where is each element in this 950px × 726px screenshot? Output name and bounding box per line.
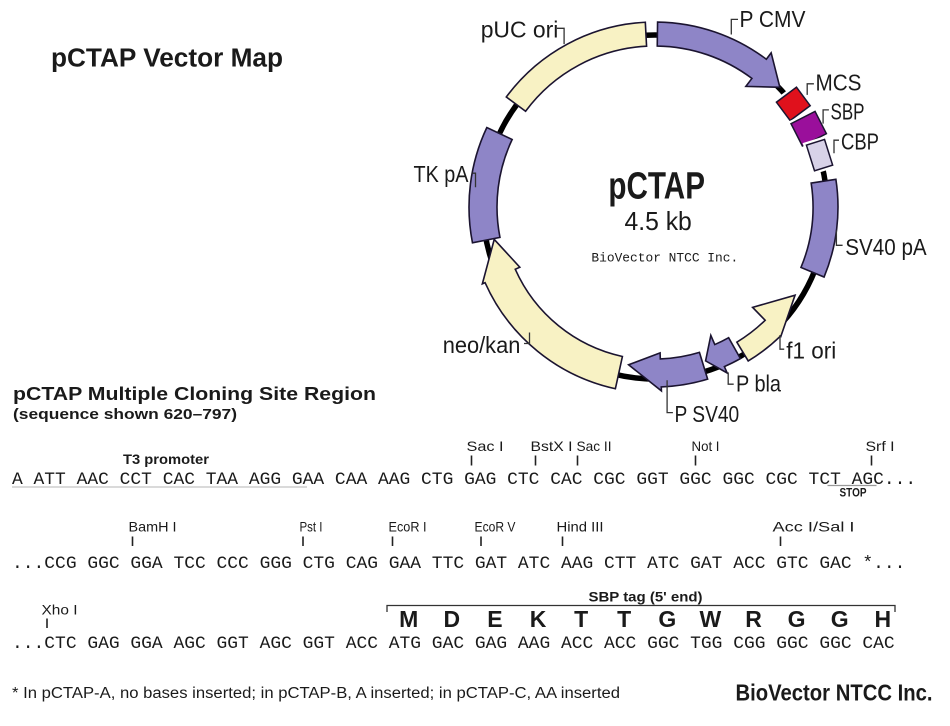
svg-text:MCS: MCS: [816, 69, 862, 95]
svg-text:Hind III: Hind III: [557, 519, 604, 535]
svg-text:G: G: [658, 606, 676, 632]
svg-text:4.5 kb: 4.5 kb: [625, 206, 692, 236]
svg-text:...CTC GAG GGA AGC GGT AGC GGT: ...CTC GAG GGA AGC GGT AGC GGT ACC ATG G…: [12, 634, 895, 654]
svg-text:Sac I: Sac I: [467, 438, 504, 454]
svg-text:SBP tag (5ʹ end): SBP tag (5ʹ end): [589, 590, 703, 605]
svg-text:SBP: SBP: [831, 98, 865, 124]
svg-text:pCTAP: pCTAP: [608, 166, 705, 208]
svg-text:G: G: [788, 606, 806, 632]
svg-text:CBP: CBP: [841, 129, 879, 155]
svg-text:Xho I: Xho I: [42, 602, 78, 618]
svg-text:M: M: [399, 606, 418, 632]
svg-text:P SV40: P SV40: [675, 401, 740, 427]
svg-text:* In pCTAP-A, no bases inserte: * In pCTAP-A, no bases inserted; in pCTA…: [12, 685, 620, 702]
svg-text:P bla: P bla: [736, 371, 781, 397]
svg-text:pCTAP Multiple Cloning Site Re: pCTAP Multiple Cloning Site Region: [13, 384, 376, 404]
svg-text:...CCG GGC GGA TCC CCC GGG CTG: ...CCG GGC GGA TCC CCC GGG CTG CAG GAA T…: [12, 554, 905, 574]
svg-text:Srf I: Srf I: [866, 438, 895, 454]
svg-text:BioVector NTCC Inc.: BioVector NTCC Inc.: [591, 251, 738, 266]
svg-text:K: K: [530, 606, 547, 632]
svg-text:pUC ori: pUC ori: [481, 17, 559, 43]
svg-text:neo/kan: neo/kan: [443, 332, 521, 358]
svg-text:Pst I: Pst I: [300, 519, 323, 535]
svg-text:T: T: [574, 606, 588, 632]
svg-text:Acc I/Sal I: Acc I/Sal I: [773, 519, 855, 535]
svg-text:P CMV: P CMV: [740, 6, 807, 32]
svg-text:(sequence shown 620–797): (sequence shown 620–797): [13, 406, 237, 423]
svg-text:EcoR I: EcoR I: [389, 519, 427, 535]
svg-text:TK pA: TK pA: [414, 161, 470, 187]
svg-text:Not I: Not I: [692, 438, 720, 454]
svg-text:STOP: STOP: [840, 488, 867, 500]
svg-text:W: W: [700, 606, 722, 632]
svg-text:BamH I: BamH I: [129, 519, 177, 535]
svg-text:H: H: [874, 606, 891, 632]
svg-text:T: T: [617, 606, 631, 632]
svg-text:Sac II: Sac II: [577, 438, 612, 454]
svg-text:E: E: [487, 606, 502, 632]
svg-text:A ATT AAC CCT CAC TAA AGG GAA: A ATT AAC CCT CAC TAA AGG GAA CAA AAG CT…: [12, 470, 916, 490]
svg-text:pCTAP Vector Map: pCTAP Vector Map: [51, 43, 283, 73]
svg-text:BstX I: BstX I: [531, 438, 573, 454]
svg-text:SV40 pA: SV40 pA: [845, 234, 927, 260]
svg-text:G: G: [831, 606, 849, 632]
svg-text:T3 promoter: T3 promoter: [123, 451, 210, 467]
svg-text:BioVector NTCC Inc.: BioVector NTCC Inc.: [736, 680, 933, 706]
svg-text:EcoR V: EcoR V: [475, 519, 517, 535]
svg-text:f1 ori: f1 ori: [786, 338, 836, 364]
svg-text:R: R: [745, 606, 762, 632]
svg-text:D: D: [443, 606, 460, 632]
